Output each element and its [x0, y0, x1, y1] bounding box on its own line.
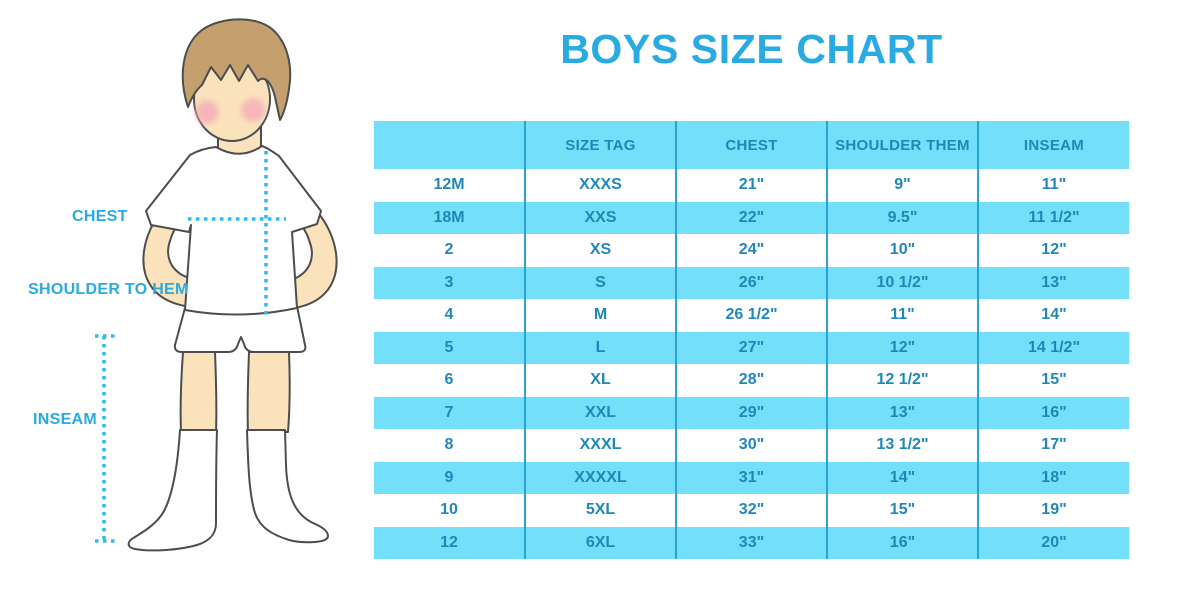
left-leg: [179, 351, 218, 433]
table-cell: 14": [827, 461, 979, 494]
table-cell: 12 1/2": [827, 364, 979, 397]
table-cell: XXXXL: [525, 461, 677, 494]
table-row: 10 5XL 32" 15" 19": [374, 494, 1129, 527]
table-cell: 17": [978, 429, 1129, 462]
hair: [181, 18, 292, 121]
table-cell: 14 1/2": [978, 331, 1129, 364]
table-row: 12M XXXS 21" 9" 11": [374, 169, 1129, 202]
table-row: 6 XL 28" 12 1/2" 15": [374, 364, 1129, 397]
table-cell: XXS: [525, 201, 677, 234]
table-cell: 12M: [374, 169, 526, 202]
header-row: SIZE TAG CHEST SHOULDER THEM INSEAM: [374, 121, 1129, 169]
column-header: [374, 121, 526, 169]
table-cell: XXXL: [525, 429, 677, 462]
table-row: 2 XS 24" 10" 12": [374, 234, 1129, 267]
table-cell: 10": [827, 234, 979, 267]
table-cell: 16": [978, 396, 1129, 429]
table-cell: 18M: [374, 201, 526, 234]
chest-label: CHEST: [72, 208, 128, 225]
table-cell: 12": [978, 234, 1129, 267]
table-cell: 12": [827, 331, 979, 364]
table-cell: 16": [827, 526, 979, 559]
right-cheek: [241, 98, 265, 122]
column-header: CHEST: [676, 121, 828, 169]
table-cell: 9: [374, 461, 526, 494]
table-cell: 26 1/2": [676, 299, 828, 332]
size-table-header: SIZE TAG CHEST SHOULDER THEM INSEAM: [374, 121, 1129, 169]
table-cell: 10: [374, 494, 526, 527]
table-cell: 3: [374, 266, 526, 299]
table-cell: 2: [374, 234, 526, 267]
table-cell: 14": [978, 299, 1129, 332]
table-cell: 30": [676, 429, 828, 462]
table-row: 18M XXS 22" 9.5" 11 1/2": [374, 201, 1129, 234]
table-cell: 21": [676, 169, 828, 202]
table-cell: 10 1/2": [827, 266, 979, 299]
table-row: 9 XXXXL 31" 14" 18": [374, 461, 1129, 494]
table-cell: 15": [827, 494, 979, 527]
left-cheek: [195, 100, 219, 124]
table-cell: 11": [827, 299, 979, 332]
table-cell: 28": [676, 364, 828, 397]
boy-illustration: [95, 18, 338, 552]
table-cell: 20": [978, 526, 1129, 559]
left-sock: [127, 429, 218, 552]
table-cell: XS: [525, 234, 677, 267]
shoulder-to-hem-label: SHOULDER TO HEM: [28, 281, 189, 298]
table-cell: 13 1/2": [827, 429, 979, 462]
table-cell: 13": [827, 396, 979, 429]
column-header: SHOULDER THEM: [827, 121, 979, 169]
shorts: [173, 305, 307, 353]
table-cell: 6XL: [525, 526, 677, 559]
t-shirt: [145, 145, 322, 316]
table-row: 3 S 26" 10 1/2" 13": [374, 266, 1129, 299]
column-header: INSEAM: [978, 121, 1129, 169]
table-cell: 15": [978, 364, 1129, 397]
table-cell: 6: [374, 364, 526, 397]
table-cell: S: [525, 266, 677, 299]
table-cell: 33": [676, 526, 828, 559]
table-row: 8 XXXL 30" 13 1/2" 17": [374, 429, 1129, 462]
table-row: 12 6XL 33" 16" 20": [374, 526, 1129, 559]
table-cell: L: [525, 331, 677, 364]
table-cell: 32": [676, 494, 828, 527]
table-cell: 12: [374, 526, 526, 559]
table-cell: 9": [827, 169, 979, 202]
right-sock: [246, 429, 329, 544]
table-cell: 5XL: [525, 494, 677, 527]
table-cell: 18": [978, 461, 1129, 494]
table-cell: XL: [525, 364, 677, 397]
table-cell: XXL: [525, 396, 677, 429]
size-table-body: 12M XXXS 21" 9" 11" 18M XXS 22" 9.5" 11 1/2" 2 XS 24…: [374, 169, 1129, 559]
table-cell: 7: [374, 396, 526, 429]
table-cell: 31": [676, 461, 828, 494]
table-cell: M: [525, 299, 677, 332]
table-row: 4 M 26 1/2" 11" 14": [374, 299, 1129, 332]
inseam-label: INSEAM: [33, 411, 98, 428]
table-cell: 11 1/2": [978, 201, 1129, 234]
table-row: 5 L 27" 12" 14 1/2": [374, 331, 1129, 364]
column-header: SIZE TAG: [525, 121, 677, 169]
table-cell: 26": [676, 266, 828, 299]
table-cell: 19": [978, 494, 1129, 527]
table-cell: 22": [676, 201, 828, 234]
table-cell: 8: [374, 429, 526, 462]
table-cell: 9.5": [827, 201, 979, 234]
table-cell: 13": [978, 266, 1129, 299]
table-cell: 5: [374, 331, 526, 364]
table-cell: 27": [676, 331, 828, 364]
table-row: 7 XXL 29" 13" 16": [374, 396, 1129, 429]
table-cell: XXXS: [525, 169, 677, 202]
table-cell: 11": [978, 169, 1129, 202]
table-cell: 29": [676, 396, 828, 429]
page-title: BOYS SIZE CHART: [560, 26, 943, 72]
table-cell: 24": [676, 234, 828, 267]
right-leg: [246, 351, 291, 433]
size-table: SIZE TAG CHEST SHOULDER THEM INSEAM 12M XXXS…: [374, 121, 1129, 559]
table-cell: 4: [374, 299, 526, 332]
